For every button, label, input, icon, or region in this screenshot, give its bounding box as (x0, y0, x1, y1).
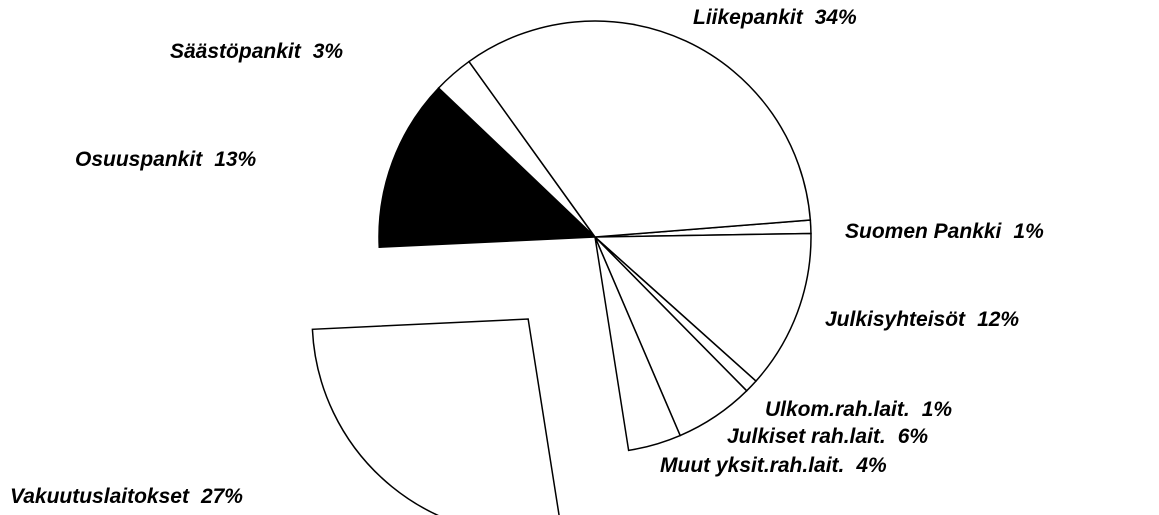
slice-name: Muut yksit.rah.lait. (660, 454, 844, 477)
slice-label: Muut yksit.rah.lait. 4% (660, 454, 887, 477)
slice-value: 3% (313, 40, 344, 63)
slice-label: Julkisyhteisöt 12% (825, 308, 1019, 331)
slice-label: Säästöpankit 3% (170, 40, 343, 63)
slice-label: Liikepankit 34% (693, 6, 857, 29)
pie-slice (594, 236, 682, 452)
pie-slice (467, 20, 812, 238)
slice-name: Osuuspankit (75, 148, 203, 171)
slice-value: 6% (898, 425, 929, 448)
slice-name: Suomen Pankki (845, 220, 1003, 243)
slice-name: Ulkom.rah.lait. (765, 398, 910, 421)
slice-label: Julkiset rah.lait. 6% (727, 425, 928, 448)
slice-label: Vakuutuslaitokset 27% (10, 485, 243, 508)
slice-name: Liikepankit (693, 6, 804, 29)
slice-value: 34% (815, 6, 857, 29)
slice-value: 4% (855, 454, 887, 477)
slice-name: Vakuutuslaitokset (10, 485, 190, 508)
slice-value: 1% (1013, 220, 1044, 243)
slice-value: 13% (214, 148, 256, 171)
slice-label: Osuuspankit 13% (75, 148, 257, 171)
slice-value: 12% (977, 308, 1019, 331)
pie-slice (378, 86, 597, 249)
slice-name: Säästöpankit (170, 40, 302, 63)
slice-label: Ulkom.rah.lait. 1% (765, 398, 952, 421)
pie-slice (593, 232, 812, 383)
slice-name: Julkiset rah.lait. (727, 425, 886, 448)
pie-slice (311, 318, 560, 515)
slice-value: 27% (200, 485, 243, 508)
slice-name: Julkisyhteisöt (825, 308, 966, 331)
slice-value: 1% (922, 398, 953, 421)
slice-label: Suomen Pankki 1% (845, 220, 1044, 243)
